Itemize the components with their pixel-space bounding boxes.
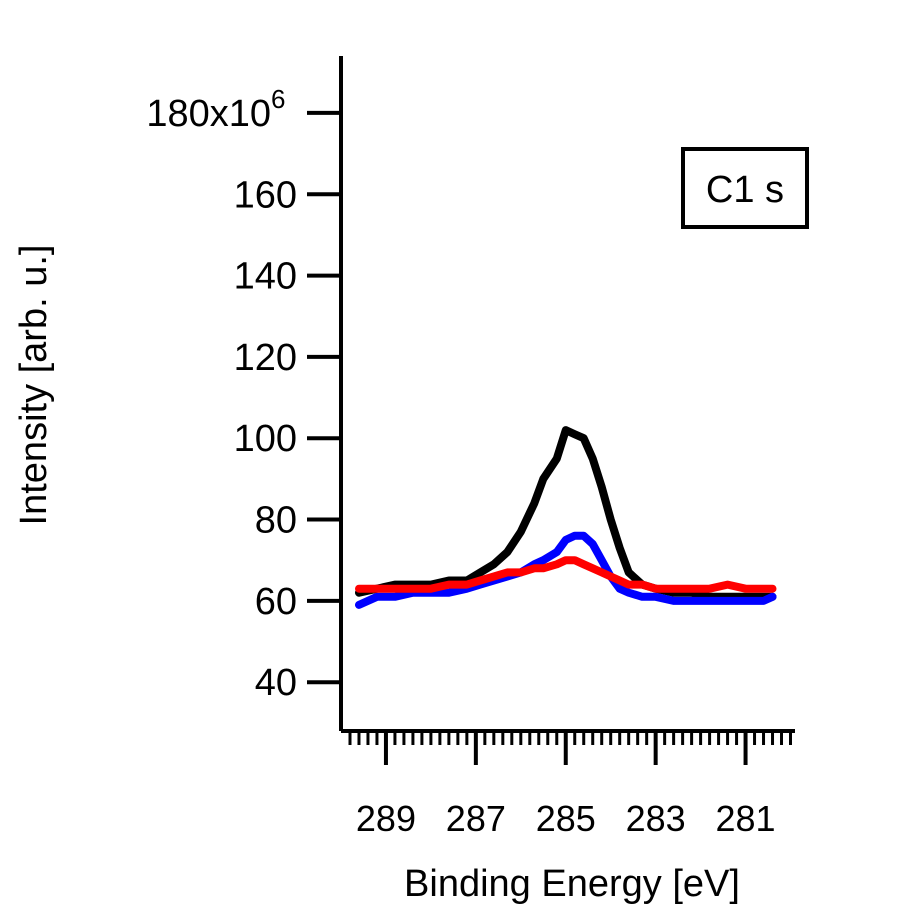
y-tick-label: 40: [255, 662, 297, 704]
x-ticks: 289 287 285 283 281: [348, 731, 793, 839]
x-axis-title: Binding Energy [eV]: [404, 863, 740, 905]
y-tick-label: 60: [255, 581, 297, 623]
y-tick-label: 180x10: [146, 93, 271, 135]
series-line-1: [355, 426, 777, 601]
annotation-box: C1 s: [681, 147, 809, 229]
y-tick-label: 80: [255, 500, 297, 542]
y-tick-label: 120: [234, 337, 297, 379]
y-axis-title: Intensity [arb. u.]: [13, 245, 55, 526]
x-tick-label: 287: [446, 798, 506, 839]
y-ticks: 40 60 80 100 120 140 160 180x10 6: [146, 84, 341, 704]
y-tick-exponent: 6: [271, 84, 285, 114]
x-tick-label: 289: [356, 798, 416, 839]
x-tick-label: 285: [536, 798, 596, 839]
y-tick-label: 160: [234, 174, 297, 216]
annotation-label: C1 s: [706, 169, 784, 211]
x-tick-label: 281: [716, 798, 776, 839]
x-tick-label: 283: [626, 798, 686, 839]
series-line-2: [355, 531, 777, 609]
y-tick-label: 140: [234, 256, 297, 298]
series-line-3: [355, 556, 777, 593]
series-layer: [355, 426, 777, 609]
annotation-frame: [681, 147, 809, 229]
y-tick-label: 100: [234, 418, 297, 460]
